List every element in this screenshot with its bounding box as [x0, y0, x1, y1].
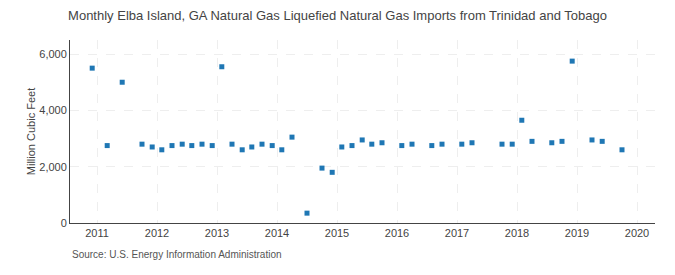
svg-text:4,000: 4,000 [39, 104, 67, 116]
svg-text:2017: 2017 [445, 227, 469, 239]
svg-text:Million Cubic Feet: Million Cubic Feet [25, 88, 37, 175]
svg-text:2013: 2013 [205, 227, 229, 239]
svg-text:2012: 2012 [145, 227, 169, 239]
svg-text:0: 0 [61, 217, 67, 229]
svg-text:2015: 2015 [325, 227, 349, 239]
svg-text:2014: 2014 [265, 227, 289, 239]
svg-text:2019: 2019 [565, 227, 589, 239]
svg-text:2011: 2011 [85, 227, 109, 239]
svg-text:2,000: 2,000 [39, 161, 67, 173]
svg-text:Source: U.S. Energy Informatio: Source: U.S. Energy Information Administ… [72, 249, 282, 260]
svg-text:2016: 2016 [385, 227, 409, 239]
svg-text:2018: 2018 [505, 227, 529, 239]
svg-text:2020: 2020 [625, 227, 649, 239]
svg-text:6,000: 6,000 [39, 48, 67, 60]
svg-text:Monthly Elba Island, GA Natura: Monthly Elba Island, GA Natural Gas Liqu… [68, 8, 607, 23]
